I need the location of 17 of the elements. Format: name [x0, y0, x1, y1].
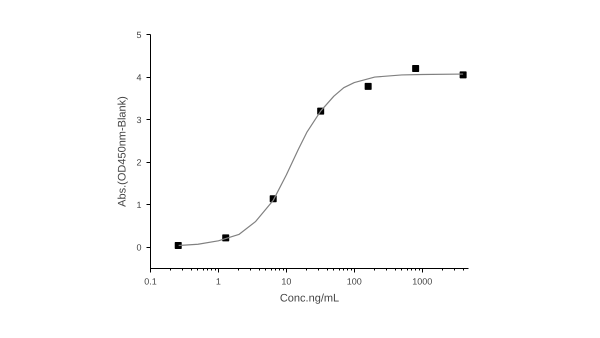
y-tick-label: 0	[136, 242, 142, 253]
y-tick-label: 5	[136, 30, 142, 40]
point	[412, 65, 420, 72]
point	[364, 82, 372, 90]
point	[174, 242, 182, 250]
x-tick-label: 10	[281, 276, 292, 286]
x-tick-label: 1	[216, 276, 221, 286]
y-tick-label: 1	[136, 200, 142, 210]
y-tick-label: 2	[136, 158, 142, 168]
x-tick-label: 100	[346, 276, 362, 286]
y-tick-label: 3	[136, 115, 142, 126]
point	[460, 71, 467, 78]
x-tick-label: 1000	[412, 276, 432, 286]
y-tick-label: 4	[136, 72, 142, 83]
x-tick-label: 0.1	[144, 276, 157, 286]
x-axis-title: Conc.ng/mL	[280, 292, 340, 304]
y-axis-title: Abs.(OD450nm-Blank)	[116, 96, 128, 207]
